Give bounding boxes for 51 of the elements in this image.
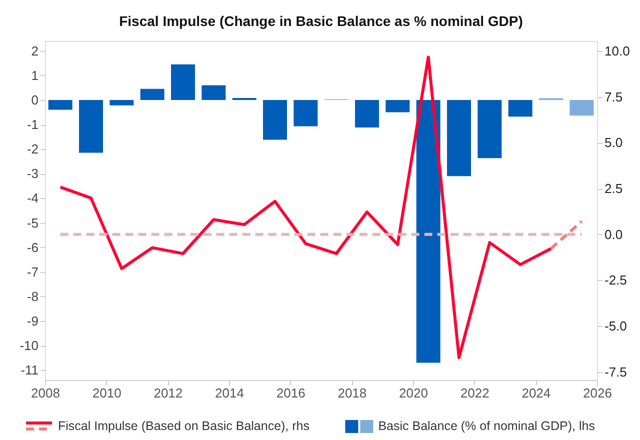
y2-tick-label: -7.5: [604, 364, 627, 380]
x-tick-label: 2008: [31, 386, 60, 400]
y-tick-label: 0: [31, 92, 38, 108]
legend-label: Fiscal Impulse (Based on Basic Balance), rhs: [58, 419, 310, 433]
x-tick-label: 2014: [215, 386, 244, 400]
legend-label: Basic Balance (% of nominal GDP), lhs: [378, 419, 595, 433]
y2-tick-label: 7.5: [604, 89, 623, 104]
y-tick-label: -1: [26, 117, 38, 132]
x-tick-label: 2022: [460, 386, 490, 400]
x-tick-label: 2024: [522, 386, 551, 400]
y-tick-label: -10: [20, 338, 38, 354]
x-tick-label: 2012: [154, 386, 183, 400]
y-tick-label: 1: [31, 68, 38, 83]
y-tick-label: -9: [26, 314, 38, 329]
bar: [386, 100, 410, 112]
bar: [171, 64, 195, 100]
y2-tick-label: 10.0: [604, 44, 630, 59]
chart-title: Fiscal Impulse (Change in Basic Balance as % nominal GDP): [119, 13, 523, 29]
y2-tick-label: 0.0: [604, 226, 623, 242]
bar: [355, 100, 379, 128]
x-tick-label: 2016: [276, 386, 306, 400]
y-tick-label: -2: [26, 142, 38, 157]
bar: [263, 100, 287, 140]
y-tick-label: -7: [26, 264, 38, 280]
y-tick-label: 2: [31, 43, 38, 58]
y2-tick-label: 2.5: [604, 181, 623, 196]
y2-tick-label: 5.0: [604, 135, 623, 150]
bar: [416, 100, 440, 363]
y-tick-label: -11: [20, 362, 38, 378]
y-tick-label: -6: [26, 240, 38, 255]
bar: [110, 100, 134, 106]
y2-tick-label: -5.0: [604, 318, 627, 334]
bar: [202, 85, 226, 100]
bar: [447, 100, 471, 176]
y-tick-label: -4: [26, 190, 38, 206]
bar: [570, 100, 594, 116]
y-tick-label: -3: [26, 166, 38, 182]
bar: [294, 100, 318, 126]
bar: [79, 100, 103, 153]
x-tick-label: 2026: [583, 386, 612, 400]
bar: [48, 100, 72, 110]
bar: [140, 88, 164, 100]
x-tick-label: 2018: [338, 386, 367, 400]
bar: [478, 100, 502, 158]
bar: [508, 100, 532, 117]
y2-tick-label: -2.5: [604, 272, 627, 288]
line-series: [58, 56, 552, 360]
x-tick-label: 2010: [92, 386, 122, 400]
x-tick-label: 2020: [399, 386, 428, 400]
y-tick-label: -5: [26, 215, 38, 230]
y-tick-label: -8: [26, 288, 38, 304]
